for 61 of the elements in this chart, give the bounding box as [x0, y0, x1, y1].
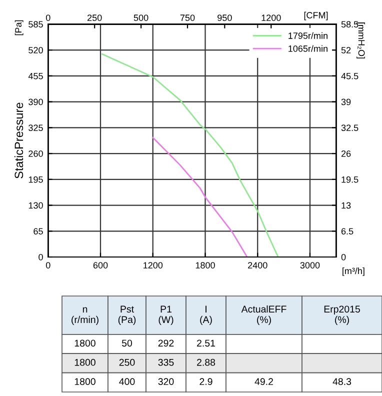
- y2-tick-label: 45.5: [341, 72, 358, 80]
- text: ActualEFF (%): [241, 305, 286, 325]
- legend-label: 1065r/min: [288, 45, 328, 52]
- y2-tick-label: 6.5: [341, 228, 354, 234]
- text: [Pa]: [14, 20, 24, 36]
- text: 2.51: [197, 340, 215, 347]
- y-tick-label: 325: [28, 124, 43, 132]
- y-axis-title: StaticPressure: [14, 102, 24, 178]
- line-series: [152, 136, 248, 258]
- text: 292: [158, 340, 174, 347]
- y-tick-label: 585: [28, 21, 43, 28]
- line-series: [101, 53, 279, 258]
- x2-tick-label: 250: [88, 14, 102, 21]
- text: n (r/min): [72, 307, 98, 325]
- x-tick-label: 600: [93, 262, 108, 268]
- y-tick-label: 260: [28, 150, 43, 157]
- y2-tick-label: 58.5: [341, 21, 358, 28]
- y2-tick-label: 32.5: [341, 124, 358, 132]
- text: 1800: [74, 340, 96, 347]
- y2-axis-title: [mmH₂O]: [356, 22, 365, 58]
- x-tick-label: 1800: [196, 262, 215, 268]
- x2-tick-label: 750: [180, 14, 195, 21]
- text: Erp2015 (%): [324, 306, 360, 325]
- y-tick-label: 130: [28, 202, 43, 209]
- y2-tick-label: 26: [341, 150, 351, 157]
- text: Pst (Pa): [118, 306, 136, 325]
- y-tick-label: 0: [38, 254, 43, 260]
- text: 2.9: [200, 378, 212, 386]
- x-axis-title: [m³/h]: [342, 267, 364, 276]
- text: 1800: [74, 378, 96, 386]
- y-tick-label: 390: [28, 98, 43, 106]
- text: P1 (W): [158, 306, 174, 325]
- text: I (A): [200, 306, 212, 325]
- y2-tick-label: 19.5: [342, 176, 358, 183]
- x2-tick-label: 950: [218, 14, 232, 21]
- text: 335: [158, 358, 174, 366]
- y-tick-label: 195: [28, 176, 43, 183]
- text: 48.3: [332, 378, 352, 386]
- y2-tick-label: 52: [341, 46, 351, 54]
- text: 1800: [74, 358, 96, 366]
- x2-tick-label: 0: [46, 14, 50, 21]
- text: 320: [158, 378, 174, 386]
- x-tick-label: 0: [46, 262, 50, 268]
- x2-tick-label: 1200: [262, 14, 281, 21]
- x2-tick-label: 500: [134, 14, 148, 21]
- x-tick-label: 2400: [248, 262, 268, 268]
- y-tick-label: 520: [28, 46, 43, 54]
- y-tick-label: 455: [28, 72, 43, 80]
- legend-label: 1795r/min: [288, 32, 328, 39]
- text: 50: [122, 340, 132, 347]
- text: 250: [119, 358, 135, 366]
- text: 2.88: [197, 358, 216, 366]
- y2-tick-label: 0: [341, 254, 346, 260]
- x-tick-label: 1200: [144, 262, 163, 268]
- y2-tick-label: 13: [342, 202, 351, 209]
- y-tick-label: 65: [34, 228, 43, 234]
- x-tick-label: 3000: [300, 262, 320, 268]
- x2-axis-title: [CFM]: [304, 12, 328, 20]
- y2-tick-label: 39: [341, 98, 351, 106]
- text: 49.2: [254, 378, 273, 386]
- text: 400: [119, 378, 135, 386]
